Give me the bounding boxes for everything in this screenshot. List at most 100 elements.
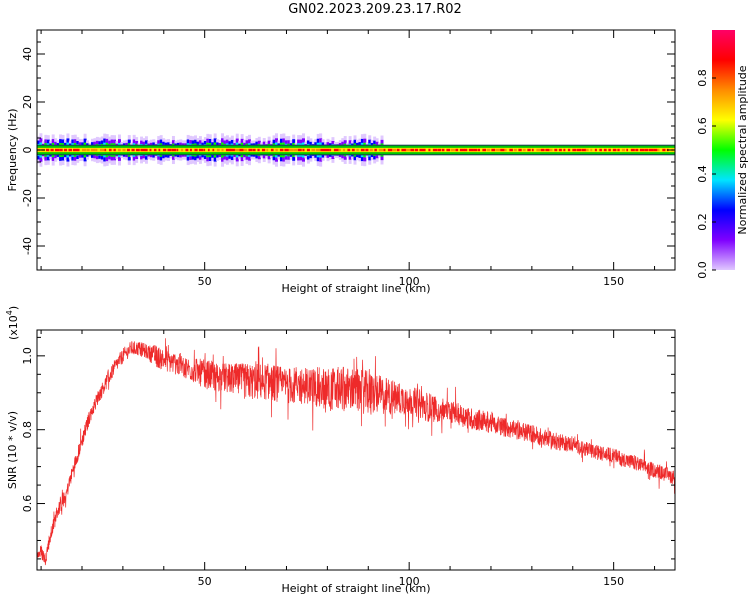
spectrogram-peak bbox=[599, 148, 602, 152]
spectrogram-band bbox=[36, 133, 676, 167]
spectrogram-peak bbox=[338, 148, 342, 152]
spectrogram-peak bbox=[140, 148, 146, 152]
spectrogram-peak bbox=[437, 148, 442, 152]
spectrogram-peak bbox=[180, 148, 184, 152]
spectrogram-panel: 50 100 150 -40 -20 0 20 40 Height of straight l… bbox=[6, 29, 676, 295]
spectrogram-peak bbox=[567, 148, 571, 152]
colorbar-label: Normalized spectral amplitude bbox=[736, 65, 749, 234]
spectrogram-peak bbox=[68, 148, 72, 152]
spectrogram-peak bbox=[284, 148, 289, 152]
spectrogram-peak bbox=[495, 148, 501, 152]
spectrogram-peak bbox=[257, 148, 260, 152]
y-tick-label: -20 bbox=[21, 189, 34, 207]
spectrogram-peak bbox=[149, 148, 152, 152]
spectrogram-peak bbox=[423, 148, 426, 152]
snr-frame bbox=[36, 329, 676, 571]
y-tick-label: 0.6 bbox=[21, 495, 34, 513]
spectrogram-peak bbox=[212, 148, 215, 152]
spectrogram-band-center bbox=[37, 147, 675, 153]
spectrogram-peak bbox=[554, 148, 558, 152]
spectrogram-peak bbox=[531, 148, 534, 152]
spectrogram-peak bbox=[171, 148, 177, 152]
spectrogram-peak bbox=[311, 148, 316, 152]
spectrogram-peak bbox=[279, 148, 284, 152]
spectrogram-peak bbox=[131, 148, 135, 152]
spectrogram-peak bbox=[234, 148, 240, 152]
figure-title: GN02.2023.209.23.17.R02 bbox=[288, 2, 462, 17]
spectrogram-peak bbox=[302, 148, 305, 152]
spectrogram-peak bbox=[603, 148, 607, 152]
spectrogram-peak bbox=[639, 148, 645, 152]
spectrogram-peak bbox=[540, 148, 545, 152]
spectrogram-peak bbox=[59, 148, 63, 152]
spectrogram-peak bbox=[419, 148, 425, 152]
spectrogram-peak bbox=[77, 148, 80, 152]
spectrogram-peak bbox=[644, 148, 649, 152]
spectrogram-peak bbox=[113, 148, 116, 152]
spectrogram-peak bbox=[207, 148, 210, 152]
spectrogram-peak bbox=[153, 148, 157, 152]
spectrogram-peak bbox=[54, 148, 60, 152]
spectrogram-peak bbox=[63, 148, 68, 152]
spectrogram-peak bbox=[585, 148, 589, 152]
spectrogram-peak bbox=[486, 148, 491, 152]
spectrogram-peak bbox=[464, 148, 468, 152]
spectrogram-peak bbox=[455, 148, 459, 152]
spectrogram-peak bbox=[306, 148, 310, 152]
spectrogram-peak bbox=[477, 148, 481, 152]
spectrogram-peak bbox=[441, 148, 445, 152]
spectrogram-peak bbox=[635, 148, 639, 152]
spectrogram-peak bbox=[104, 148, 107, 152]
spectrogram-peak bbox=[230, 148, 235, 152]
snr-panel: 50 100 150 0.6 0.8 1.0 Height of straight lin… bbox=[5, 306, 676, 595]
spectrogram-peak bbox=[482, 148, 487, 152]
x-tick-label: 100 bbox=[399, 275, 420, 288]
spectrogram-peak bbox=[297, 148, 302, 152]
spectrogram-peak bbox=[446, 148, 451, 152]
spectrogram-peak bbox=[45, 148, 50, 152]
spectrogram-peak bbox=[572, 148, 577, 152]
spectrogram-peak bbox=[581, 148, 587, 152]
spectrogram-peak bbox=[576, 148, 582, 152]
spectrogram-peak bbox=[648, 148, 654, 152]
spectrogram-peak bbox=[167, 148, 172, 152]
snr-line bbox=[36, 338, 676, 566]
spectrogram-peak bbox=[392, 148, 397, 152]
spectrogram-peak bbox=[329, 148, 332, 152]
colorbar-tick-label: 0.6 bbox=[696, 117, 709, 135]
spectrogram-peak bbox=[315, 148, 321, 152]
spectrogram-peak bbox=[414, 148, 419, 152]
spectrogram-peak bbox=[275, 148, 278, 152]
x-tick-label: 150 bbox=[603, 275, 624, 288]
spectrogram-peak bbox=[401, 148, 407, 152]
spectrogram-y-axis-label: Frequency (Hz) bbox=[6, 109, 19, 192]
spectrogram-peak bbox=[630, 148, 635, 152]
spectrogram-peak bbox=[347, 148, 351, 152]
spectrogram-peak bbox=[522, 148, 526, 152]
spectrogram-peak bbox=[468, 148, 474, 152]
spectrogram-peak bbox=[653, 148, 658, 152]
spectrogram-peak bbox=[500, 148, 505, 152]
spectrogram-peak bbox=[99, 148, 105, 152]
spectrogram-peak bbox=[405, 148, 411, 152]
spectrogram-peak bbox=[342, 148, 346, 152]
spectrogram-peak bbox=[320, 148, 326, 152]
spectrogram-peak bbox=[72, 148, 78, 152]
spectrogram-peak bbox=[504, 148, 507, 152]
spectrogram-peak bbox=[203, 148, 206, 152]
y-tick-label: 1.0 bbox=[21, 347, 34, 365]
spectrogram-peak bbox=[86, 148, 90, 152]
spectrogram-peak bbox=[225, 148, 231, 152]
spectrogram-peak bbox=[194, 148, 198, 152]
spectrogram-peak bbox=[662, 148, 666, 152]
spectrogram-peak bbox=[95, 148, 98, 152]
spectrogram-peak bbox=[81, 148, 86, 152]
y-tick-label: -40 bbox=[21, 237, 34, 255]
spectrogram-peak bbox=[270, 148, 274, 152]
colorbar-tick-label: 0.2 bbox=[696, 213, 709, 231]
spectrogram-peak bbox=[590, 148, 593, 152]
spectrogram-peak bbox=[122, 148, 126, 152]
colorbar: 0.0 0.2 0.4 0.6 0.8 Normalized spectral ampl… bbox=[696, 30, 749, 279]
spectrogram-peak bbox=[108, 148, 112, 152]
